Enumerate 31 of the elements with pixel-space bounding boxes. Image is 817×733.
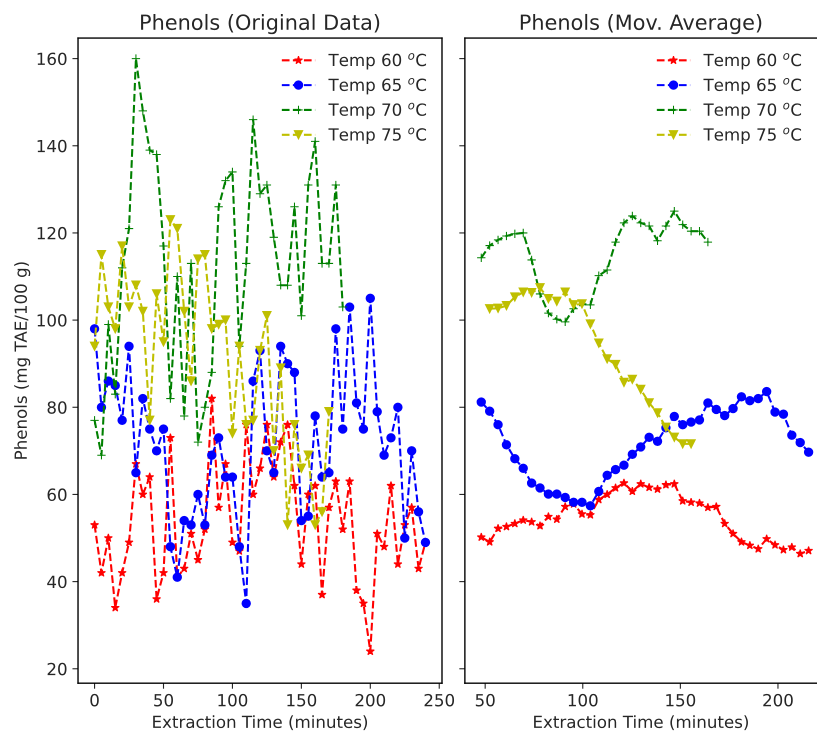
legend-label: Temp 60 $^{o}$C — [703, 53, 802, 70]
legend-label: Temp 75 $^{o}$C — [703, 128, 802, 144]
x-axis-title: Extraction Time (minutes) — [153, 715, 368, 730]
x-tick-label: 0 — [90, 694, 99, 706]
x-tick-label: 150 — [287, 694, 316, 706]
x-tick-label: 100 — [218, 694, 248, 706]
y-tick-label: 60 — [48, 488, 66, 502]
x-tick-label: 200 — [356, 694, 386, 706]
legend-label: Temp 70 $^{o}$C — [703, 102, 802, 120]
y-axis-title: Phenols (mg TAE/100 g) — [14, 262, 30, 459]
legend-label: Temp 65 $^{o}$C — [703, 78, 802, 94]
y-tick-label: 80 — [48, 401, 66, 414]
y-tick-label: 140 — [38, 140, 66, 152]
legend-label: Temp 70 $^{o}$C — [328, 102, 426, 120]
x-tick-label: 100 — [568, 694, 598, 706]
y-tick-label: 160 — [38, 52, 66, 66]
x-tick-label: 150 — [666, 694, 696, 706]
legend-label: Temp 65 $^{o}$C — [328, 78, 426, 94]
x-tick-label: 50 — [476, 694, 495, 706]
chart-title: Phenols (Mov. Average) — [520, 14, 762, 34]
y-tick-label: 100 — [38, 314, 66, 327]
chart-title: Phenols (Original Data) — [141, 14, 380, 34]
x-axis-title: Extraction Time (minutes) — [534, 715, 748, 730]
y-tick-label: 40 — [47, 576, 66, 588]
x-tick-label: 250 — [424, 694, 454, 706]
y-tick-label: 120 — [38, 226, 66, 240]
legend-label: Temp 60 $^{o}$C — [328, 53, 426, 70]
x-tick-label: 50 — [154, 694, 173, 706]
y-tick-label: 20 — [48, 662, 66, 676]
legend-label: Temp 75 $^{o}$C — [328, 128, 426, 144]
x-tick-label: 200 — [763, 694, 793, 706]
